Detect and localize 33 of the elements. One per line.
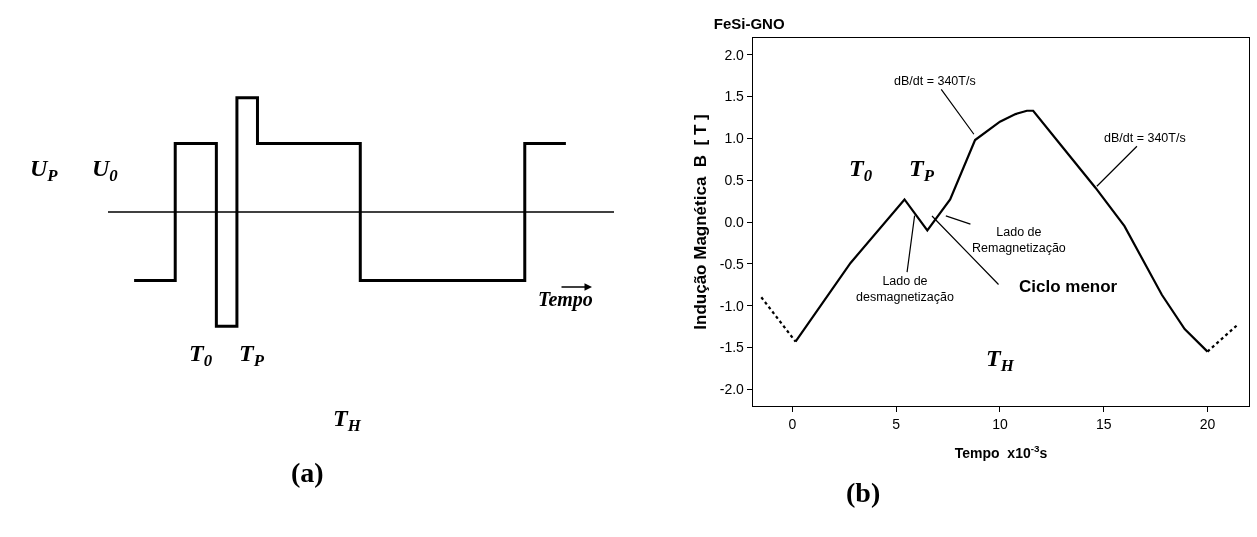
- annotation: Lado de Remagnetização: [972, 225, 1066, 256]
- y-tick-label: -1.0: [719, 297, 745, 314]
- y-tick-label: -1.5: [719, 339, 745, 356]
- annotation: dB/dt = 340T/s: [1104, 131, 1186, 145]
- x-tick-label: 0: [788, 416, 797, 433]
- x-tick-label: 10: [992, 416, 1008, 433]
- text: U$_{P}$: [30, 155, 59, 186]
- y-tick-label: 0.0: [724, 213, 745, 230]
- annotation: T$_{H}$: [986, 345, 1015, 376]
- x-tick-label: 15: [1095, 416, 1112, 433]
- y-tick-label: 0.5: [724, 172, 745, 189]
- y-tick-label: 2.0: [724, 46, 745, 63]
- chart-title: FeSi-GNO: [713, 15, 785, 33]
- annotation: T$_{0}$: [849, 155, 873, 186]
- text: T$_{P}$: [239, 340, 265, 371]
- y-axis-title: Indução Magnética B [ T ]: [691, 114, 711, 330]
- y-tick-label: 1.0: [724, 130, 745, 147]
- text: U$_{0}$: [92, 155, 119, 186]
- y-tick-label: 1.5: [724, 88, 745, 105]
- annotation: Ciclo menor: [1019, 277, 1118, 296]
- y-tick-label: -2.0: [719, 381, 745, 398]
- y-tick-label: -0.5: [719, 255, 745, 272]
- annotation: Lado de desmagnetização: [856, 274, 955, 305]
- annotation: T$_{P}$: [909, 155, 935, 186]
- annotation: dB/dt = 340T/s: [894, 74, 976, 88]
- x-axis-title: Tempo x10$^{-3}$s: [954, 443, 1048, 462]
- x-tick-label: 5: [892, 416, 901, 433]
- text: (b): [846, 477, 881, 508]
- x-axis-title: Tempo: [538, 288, 593, 311]
- x-tick-label: 20: [1199, 416, 1216, 433]
- text: T$_{H}$: [333, 405, 362, 436]
- text: (a): [291, 457, 324, 488]
- text: T$_{0}$: [189, 340, 213, 371]
